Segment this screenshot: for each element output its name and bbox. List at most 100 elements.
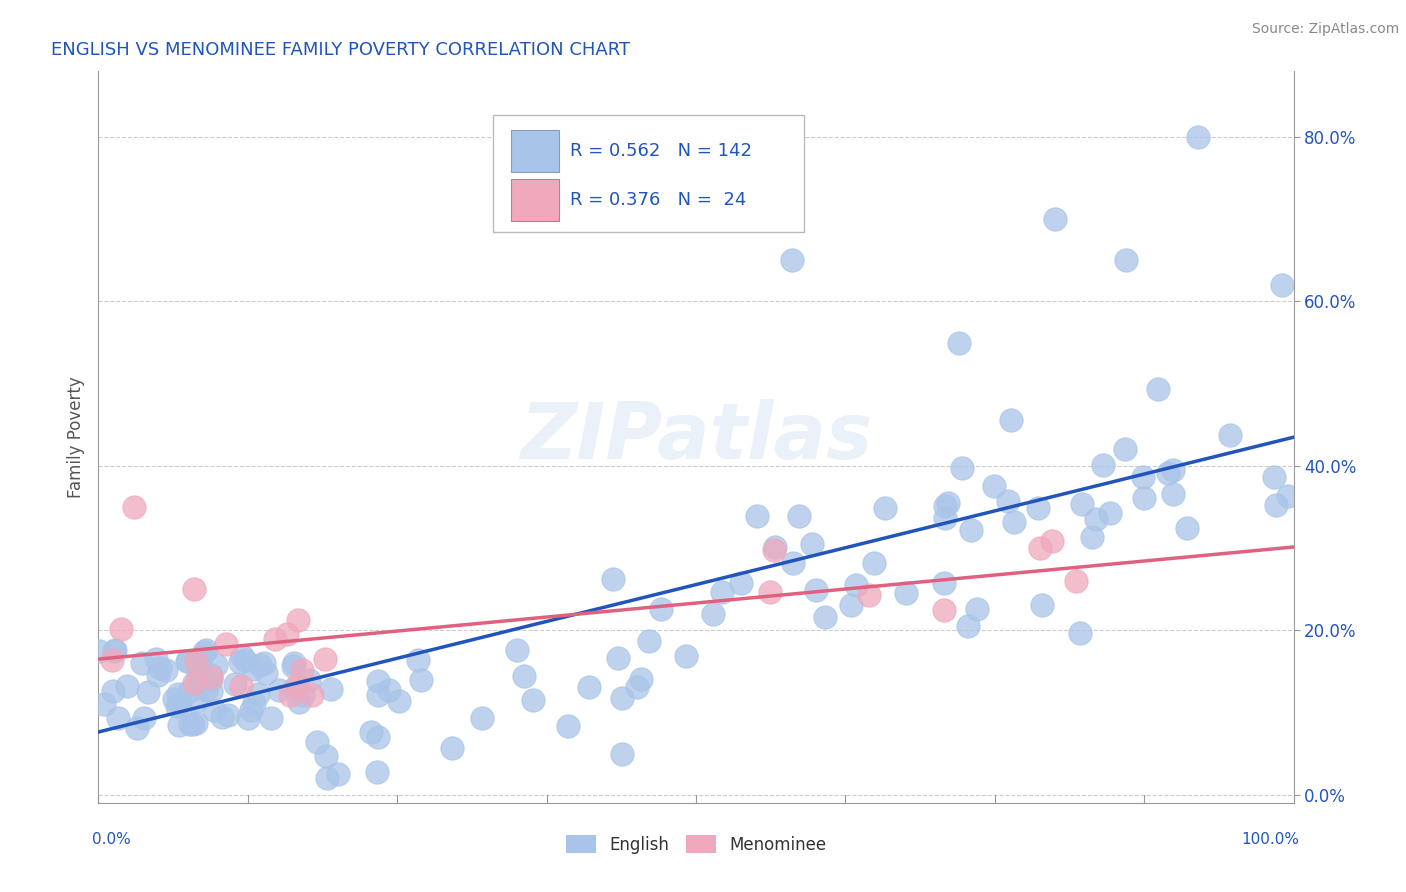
- English: [101, 683, 124, 698]
- English: [104, 643, 127, 657]
- English: [254, 665, 277, 680]
- English: [1114, 442, 1136, 456]
- English: [934, 511, 956, 525]
- English: [136, 685, 159, 699]
- English: [1161, 463, 1184, 477]
- English: [1084, 511, 1107, 525]
- English: [287, 695, 309, 709]
- English: [243, 697, 266, 711]
- English: [959, 523, 981, 537]
- English: [730, 576, 752, 591]
- English: [146, 667, 169, 681]
- Menominee: [758, 585, 780, 599]
- English: [956, 619, 979, 633]
- Menominee: [285, 678, 308, 692]
- English: [806, 582, 828, 597]
- English: [612, 691, 634, 706]
- English: [229, 655, 252, 669]
- English: [1028, 501, 1050, 516]
- English: [1277, 489, 1299, 503]
- Menominee: [1064, 574, 1087, 589]
- Menominee: [278, 688, 301, 702]
- English: [249, 657, 271, 672]
- Menominee: [100, 653, 122, 667]
- English: [155, 663, 177, 677]
- English: [184, 716, 207, 731]
- English: [1132, 470, 1154, 484]
- English: [134, 710, 156, 724]
- English: [471, 711, 494, 725]
- English: [217, 708, 239, 723]
- English: [200, 684, 222, 698]
- English: [763, 540, 786, 554]
- English: [367, 674, 389, 689]
- English: [522, 693, 544, 707]
- Menominee: [124, 500, 146, 514]
- English: [176, 654, 198, 668]
- English: [934, 500, 956, 514]
- Menominee: [183, 582, 205, 596]
- English: [578, 680, 600, 694]
- English: [1092, 458, 1115, 472]
- English: [388, 694, 411, 708]
- English: [360, 725, 382, 739]
- English: [367, 688, 389, 702]
- English: [626, 680, 648, 694]
- English: [193, 645, 215, 659]
- English: [367, 731, 389, 745]
- English: [1031, 599, 1053, 613]
- English: [283, 659, 305, 673]
- English: [1187, 130, 1209, 145]
- English: [602, 572, 624, 586]
- English: [1147, 382, 1170, 396]
- Menominee: [1029, 541, 1052, 556]
- English: [814, 609, 837, 624]
- English: [115, 679, 138, 693]
- English: [167, 718, 190, 732]
- English: [283, 657, 305, 671]
- English: [948, 335, 970, 350]
- English: [862, 556, 884, 570]
- Text: ZIPatlas: ZIPatlas: [520, 399, 872, 475]
- English: [938, 496, 960, 510]
- English: [1161, 487, 1184, 501]
- Text: Source: ZipAtlas.com: Source: ZipAtlas.com: [1251, 22, 1399, 37]
- English: [179, 717, 201, 731]
- Menominee: [291, 664, 314, 678]
- English: [195, 642, 218, 657]
- English: [1115, 253, 1137, 268]
- English: [997, 494, 1019, 508]
- English: [873, 501, 896, 516]
- Menominee: [287, 613, 309, 627]
- English: [188, 666, 211, 681]
- English: [1043, 212, 1066, 227]
- Menominee: [301, 689, 323, 703]
- Menominee: [932, 602, 955, 616]
- English: [787, 509, 810, 524]
- English: [845, 578, 868, 592]
- English: [166, 699, 188, 714]
- English: [983, 479, 1005, 493]
- English: [93, 697, 115, 711]
- FancyBboxPatch shape: [494, 115, 804, 232]
- English: [107, 711, 129, 725]
- English: [163, 692, 186, 706]
- English: [1219, 427, 1241, 442]
- English: [184, 693, 207, 707]
- English: [637, 634, 659, 648]
- English: [894, 586, 917, 600]
- Menominee: [314, 651, 336, 665]
- English: [240, 703, 263, 717]
- English: [176, 654, 198, 668]
- English: [87, 644, 110, 658]
- English: [242, 662, 264, 676]
- English: [194, 683, 217, 698]
- English: [260, 711, 283, 725]
- Menominee: [215, 637, 238, 651]
- English: [1156, 466, 1178, 480]
- English: [1081, 531, 1104, 545]
- English: [283, 681, 305, 696]
- English: [202, 702, 225, 716]
- English: [211, 710, 233, 724]
- English: [127, 721, 149, 735]
